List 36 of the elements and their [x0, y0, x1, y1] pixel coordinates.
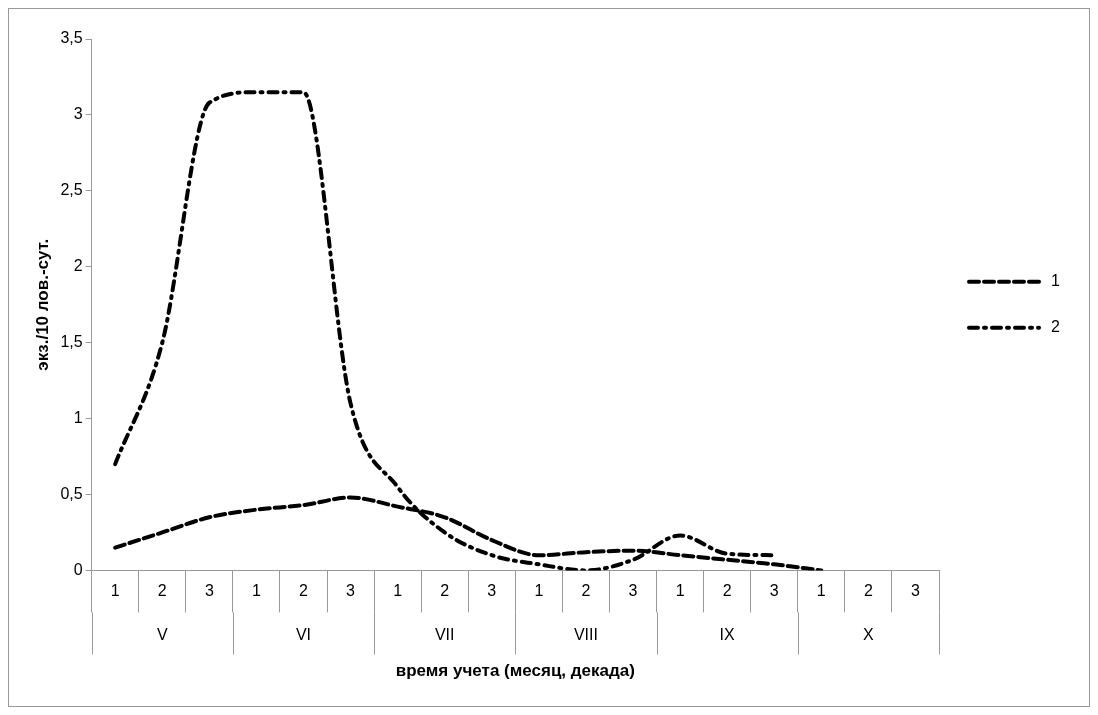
x-tick-label: 2 — [440, 582, 450, 600]
y-tick-label: 2,5 — [60, 181, 83, 199]
x-tick-label: 3 — [628, 582, 638, 600]
text: VIII — [573, 625, 598, 643]
text: X — [863, 625, 875, 643]
x-tick-label: 1 — [110, 582, 120, 600]
x-tick-label: 3 — [346, 582, 356, 600]
text: VI — [295, 625, 312, 643]
x-tick-label: 3 — [911, 582, 921, 600]
x-tick-label: 1 — [816, 582, 826, 600]
x-tick-label: 2 — [157, 582, 167, 600]
legend-label: 1 — [1051, 272, 1060, 290]
x-tick-label: 3 — [487, 582, 497, 600]
y-tick-label: 0,5 — [60, 484, 83, 502]
x-tick-label: 2 — [863, 582, 873, 600]
y-tick-label: 1,5 — [60, 333, 83, 351]
legend-label: 2 — [1051, 318, 1060, 336]
text: VII — [434, 625, 455, 643]
text: IX — [719, 625, 736, 643]
x-tick-label: 1 — [393, 582, 403, 600]
x-tick-label: 2 — [581, 582, 591, 600]
y-tick-label: 3,5 — [60, 29, 83, 47]
x-tick-label: 1 — [251, 582, 261, 600]
x-tick-label: 2 — [299, 582, 309, 600]
y-tick-label: 0 — [73, 560, 83, 578]
x-tick-label: 1 — [534, 582, 544, 600]
y-tick-label: 2 — [73, 257, 83, 275]
x-tick-label: 1 — [675, 582, 685, 600]
x-axis-title: время учета (месяц, декада) — [395, 661, 635, 681]
y-axis-title: экз./10 лов.-сут. — [32, 238, 52, 371]
text: V — [156, 625, 168, 643]
y-tick-label: 3 — [73, 105, 83, 123]
x-tick-label: 3 — [769, 582, 779, 600]
x-tick-label: 3 — [204, 582, 214, 600]
x-tick-label: 2 — [722, 582, 732, 600]
y-tick-label: 1 — [73, 408, 83, 426]
